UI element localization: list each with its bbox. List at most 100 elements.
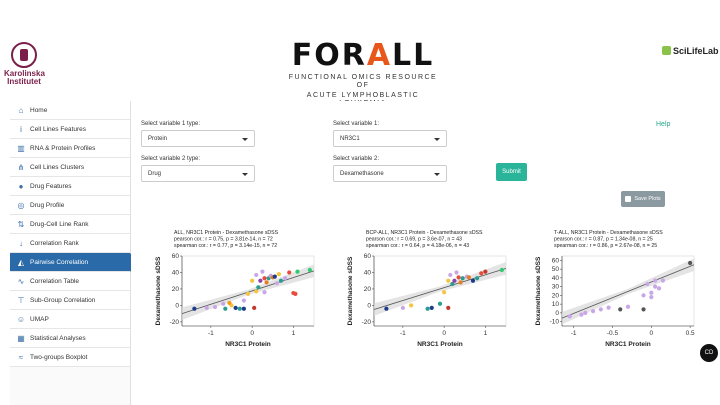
data-point	[221, 301, 226, 306]
sidebar-item-cell-lines-clusters[interactable]: ⋔ Cell Lines Clusters	[10, 158, 130, 177]
chevron-down-icon	[242, 173, 248, 176]
forall-title: FORALL	[288, 40, 438, 72]
sidebar-item-drug-profile[interactable]: ◎ Drug Profile	[10, 196, 130, 215]
table-icon: ▦	[17, 333, 25, 343]
sort-icon: ⇅	[17, 219, 25, 229]
data-point	[454, 270, 459, 275]
wave-icon: ≈	[18, 352, 24, 362]
var1-label: Select variable 1:	[333, 121, 380, 127]
info-icon: i	[20, 124, 22, 134]
y-tick-label: 60	[552, 257, 560, 264]
scilifelab-text: SciLifeLab	[673, 46, 719, 56]
data-point	[192, 306, 197, 311]
karolinska-logo[interactable]: Karolinska Institutet	[4, 42, 45, 98]
var2-label: Select variable 2:	[333, 156, 380, 162]
sidebar-item-two-groups-boxplot[interactable]: ≈ Two-groups Boxplot	[10, 348, 130, 367]
data-point	[618, 307, 623, 312]
y-tick-label: -10	[550, 319, 560, 326]
sidebar-item-home[interactable]: ⌂ Home	[10, 101, 130, 120]
data-point	[256, 285, 261, 290]
karolinska-seal-icon	[11, 42, 37, 68]
var1-type-select[interactable]: Protein	[141, 130, 255, 147]
y-tick-label: -20	[362, 319, 372, 326]
sidebar-item-label: Drug-Cell Line Rank	[30, 220, 89, 228]
sidebar-item-umap[interactable]: ☺ UMAP	[10, 310, 130, 329]
main-panel: Select variable 1 type: Protein Select v…	[131, 101, 720, 405]
data-point	[425, 306, 430, 311]
data-point	[450, 281, 455, 287]
arrow-down-icon: ↓	[19, 238, 23, 248]
plot-bcp-all: BCP-ALL, NR3C1 Protein - Dexamethasone s…	[338, 229, 518, 369]
var2-type-label: Select variable 2 type:	[141, 156, 201, 162]
data-point	[579, 312, 584, 317]
chevron-down-icon	[434, 173, 440, 176]
data-point	[237, 306, 242, 311]
sidebar-item-label: RNA & Protein Profiles	[30, 144, 96, 152]
forall-logo[interactable]: FORALL FUNCTIONAL OMICS RESOURCE OF ACUT…	[288, 40, 438, 108]
x-axis-label: NR3C1 Protein	[605, 341, 651, 348]
x-axis-label: NR3C1 Protein	[417, 341, 463, 348]
tree-icon: ⊤	[17, 295, 25, 305]
data-point	[409, 303, 414, 308]
sidebar-item-label: Two-groups Boxplot	[30, 353, 88, 361]
var1-select[interactable]: NR3C1	[333, 130, 447, 147]
sidebar-item-label: Sub-Group Correlation	[30, 296, 96, 304]
submit-button[interactable]: Submit	[496, 163, 527, 181]
data-point	[223, 306, 228, 311]
help-link[interactable]: Help	[656, 121, 671, 128]
barcode-icon: ▥	[17, 143, 25, 153]
x-axis-label: NR3C1 Protein	[225, 341, 271, 348]
data-point	[295, 269, 300, 274]
data-point	[499, 267, 504, 273]
data-point	[307, 267, 312, 273]
x-tick-label: -0.5	[607, 330, 619, 337]
sidebar-item-rna-protein-profiles[interactable]: ▥ RNA & Protein Profiles	[10, 139, 130, 158]
data-point	[264, 280, 269, 285]
data-point	[293, 291, 298, 296]
chat-button[interactable]: CD	[700, 344, 718, 362]
var2-type-select[interactable]: Drug	[141, 165, 255, 182]
var2-value: Dexamethasone	[340, 170, 384, 177]
data-point	[276, 272, 282, 277]
save-plots-label: Save Plots	[634, 196, 661, 202]
sidebar-item-correlation-table[interactable]: ∿ Correlation Table	[10, 272, 130, 291]
plot-all: ALL, NR3C1 Protein - Dexamethasone sDSS p…	[146, 229, 326, 369]
var2-select[interactable]: Dexamethasone	[333, 165, 447, 182]
data-point	[466, 275, 471, 280]
data-point	[250, 278, 255, 283]
data-point	[583, 310, 588, 315]
sidebar: ⌂ Home i Cell Lines Features ▥ RNA & Protein …	[10, 101, 138, 405]
sidebar-item-label: Cell Lines Features	[30, 125, 86, 133]
data-point	[258, 278, 263, 283]
data-point	[448, 272, 453, 278]
data-point	[241, 298, 246, 303]
chevron-down-icon	[242, 138, 248, 141]
plot-title-line: spearman cor.: r = 0.64, p = 4.18e-06, n…	[366, 243, 469, 249]
data-point	[456, 275, 461, 280]
sidebar-item-sub-group-correlation[interactable]: ⊤ Sub-Group Correlation	[10, 291, 130, 310]
fit-line	[561, 264, 695, 319]
data-point	[272, 274, 277, 279]
sidebar-item-drug-cell-line-rank[interactable]: ⇅ Drug-Cell Line Rank	[10, 215, 130, 234]
sidebar-item-correlation-rank[interactable]: ↓ Correlation Rank	[10, 234, 130, 253]
y-tick-label: -20	[170, 319, 180, 326]
plot-title-line: spearman cor.: r = 0.86, p = 2.67e-08, n…	[554, 243, 657, 249]
sidebar-item-statistical-analyses[interactable]: ▦ Statistical Analyses	[10, 329, 130, 348]
x-tick-label: 0	[250, 330, 254, 337]
save-plots-button[interactable]: Save Plots	[621, 191, 665, 207]
data-point	[384, 306, 389, 311]
sidebar-item-pairwise-correlation[interactable]: ◭ Pairwise Correlation	[10, 253, 138, 272]
header: Karolinska Institutet FORALL FUNCTIONAL …	[0, 0, 720, 107]
y-tick-label: 20	[172, 286, 180, 293]
sidebar-item-drug-features[interactable]: ● Drug Features	[10, 177, 130, 196]
data-point	[452, 278, 457, 283]
plot-title-line: pearson cor.: r = 0.69, p = 3.6e-07, n =…	[366, 237, 462, 243]
sidebar-item-cell-lines-features[interactable]: i Cell Lines Features	[10, 120, 130, 139]
scilifelab-logo[interactable]: SciLifeLab	[662, 46, 719, 56]
data-point	[437, 301, 443, 306]
x-tick-label: -1	[400, 330, 406, 337]
sidebar-item-label: Statistical Analyses	[30, 334, 86, 342]
scilifelab-icon	[662, 46, 671, 55]
sidebar-item-label: Correlation Table	[30, 277, 80, 285]
x-tick-label: 0	[649, 330, 653, 337]
